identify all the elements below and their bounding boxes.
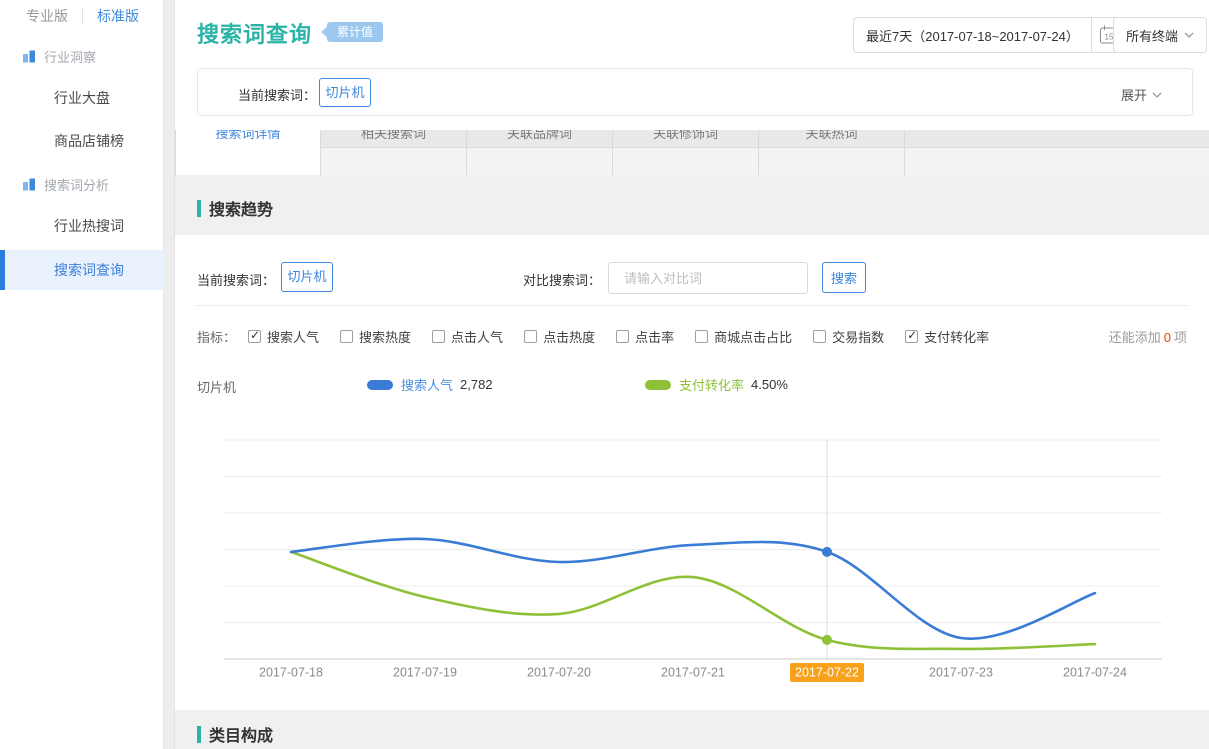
current-keyword-card: 当前搜索词： 切片机 展开 [197, 68, 1193, 116]
sidebar-group-label: 行业洞察 [44, 49, 97, 65]
checkbox[interactable] [432, 329, 446, 343]
tab-related-modifier-words[interactable]: 关联修饰词 [613, 130, 759, 175]
expand-label: 展开 [1120, 88, 1147, 103]
metric-click-heat[interactable]: 点击热度 [524, 327, 595, 346]
series-line-0 [289, 537, 1097, 641]
compare-keyword-input[interactable] [624, 270, 800, 286]
category-section-header: 类目构成 [197, 722, 273, 746]
trend-current-keyword-button[interactable]: 切片机 [281, 262, 333, 292]
dotted-separator [197, 305, 1187, 306]
version-tab-standard[interactable]: 标准版 [97, 8, 139, 24]
trend-chart[interactable]: 2017-07-18 2017-07-19 2017-07-20 2017-07-21… [175, 435, 1209, 687]
version-tab-pro[interactable]: 专业版 [26, 8, 68, 24]
sidebar-item-industry-market[interactable]: 行业大盘 [54, 90, 110, 106]
series-marker-1 [822, 634, 832, 645]
sidebar-group-label: 搜索词分析 [44, 177, 110, 193]
metric-click-popularity[interactable]: 点击人气 [432, 327, 503, 346]
search-word-analysis-icon [22, 177, 36, 191]
tab-search-word-detail[interactable]: 搜索词详情 [175, 130, 321, 175]
legend-series-1: 搜索人气 2,782 [367, 375, 493, 394]
metric-mall-click-share[interactable]: 商城点击占比 [695, 327, 792, 346]
svg-text:15: 15 [1105, 33, 1114, 42]
metric-click-rate[interactable]: 点击率 [616, 327, 674, 346]
compare-keyword-input-wrap [608, 262, 808, 294]
trend-chart-wrap: 2017-07-18 2017-07-19 2017-07-20 2017-07-21… [175, 435, 1209, 687]
section-accent-bar [197, 199, 201, 217]
expand-toggle[interactable]: 展开 [1121, 85, 1162, 104]
series-marker-0 [822, 546, 832, 557]
x-axis-label: 2017-07-24 [1063, 666, 1127, 680]
terminal-select-value: 所有终端 [1126, 28, 1179, 44]
metrics-caption: 指标： [197, 329, 237, 345]
section-accent-bar [197, 725, 201, 743]
checkbox[interactable] [905, 328, 919, 343]
trend-section-band: 搜索趋势 [175, 175, 1209, 235]
trend-current-keyword-label: 当前搜索词： [197, 273, 276, 288]
legend-value-2: 4.50% [751, 377, 788, 392]
sidebar-item-industry-hot-words[interactable]: 行业热搜词 [54, 218, 124, 234]
trend-panel: 当前搜索词： 切片机 对比搜索词： 搜索 指标： 搜索人气 搜索热度 点击人气 … [175, 235, 1209, 710]
legend-name-2: 支付转化率 [679, 378, 745, 393]
version-tabs: 专业版 标准版 [0, 0, 163, 32]
trend-section-title: 搜索趋势 [209, 202, 274, 219]
current-keyword-label: 当前搜索词： [238, 88, 317, 103]
sidebar-item-search-word-query[interactable]: 搜索词查询 [0, 250, 164, 290]
metric-search-popularity[interactable]: 搜索人气 [248, 327, 319, 346]
checkbox[interactable] [695, 329, 709, 343]
category-section-title: 类目构成 [209, 728, 274, 745]
category-section-band: 类目构成 [175, 710, 1209, 749]
search-button[interactable]: 搜索 [822, 262, 866, 293]
checkbox[interactable] [616, 329, 630, 343]
checkbox[interactable] [813, 329, 827, 343]
date-range-picker[interactable]: 最近7天（2017-07-18~2017-07-24） 15 [853, 17, 1128, 53]
chevron-down-icon [1152, 92, 1162, 98]
chevron-down-icon [1184, 32, 1194, 38]
compare-keyword-label: 对比搜索词： [523, 273, 602, 288]
checkbox[interactable] [524, 329, 538, 343]
x-axis-label: 2017-07-21 [661, 666, 725, 680]
checkbox[interactable] [248, 328, 262, 343]
detail-tabs: 搜索词详情 相关搜索词 关联品牌词 关联修饰词 关联热词 [175, 130, 1209, 175]
add-metric-hint: 还能添加 0 项 [1108, 329, 1187, 345]
tab-related-hot-words[interactable]: 关联热词 [759, 130, 905, 175]
cumulative-badge: 累计值 [320, 22, 384, 42]
industry-insight-icon [22, 49, 36, 63]
legend-swatch-1 [367, 379, 393, 390]
metric-payment-conversion[interactable]: 支付转化率 [905, 327, 989, 346]
date-range-text: 最近7天（2017-07-18~2017-07-24） [866, 28, 1079, 44]
add-metric-count: 0 [1163, 329, 1171, 345]
x-axis-label: 2017-07-23 [929, 666, 993, 680]
version-tab-divider [82, 9, 83, 23]
sidebar-gutter [164, 0, 175, 749]
main-content: 搜索词查询 累计值 最近7天（2017-07-18~2017-07-24） 15… [175, 0, 1209, 749]
sidebar-group-search-word-analysis[interactable]: 搜索词分析 [0, 164, 109, 204]
sidebar-group-industry-insight[interactable]: 行业洞察 [0, 36, 96, 76]
terminal-select[interactable]: 所有终端 [1113, 17, 1208, 53]
checkbox[interactable] [340, 329, 354, 343]
sidebar: 专业版 标准版 行业洞察 行业大盘 商品店铺榜 搜索词分析 行业热搜词 搜索词查… [0, 0, 164, 749]
current-keyword-button[interactable]: 切片机 [319, 78, 371, 107]
legend-name-1: 搜索人气 [401, 378, 454, 393]
x-axis-label: 2017-07-22 [795, 666, 859, 680]
tab-related-brand-words[interactable]: 关联品牌词 [467, 130, 613, 175]
legend-swatch-2 [645, 379, 671, 390]
highlighted-date-badge [790, 663, 864, 682]
legend-value-1: 2,782 [460, 377, 493, 392]
x-axis-label: 2017-07-20 [527, 666, 591, 680]
series-line-1 [289, 550, 1097, 651]
tab-related-search-words[interactable]: 相关搜索词 [321, 130, 467, 175]
metric-search-heat[interactable]: 搜索热度 [340, 327, 411, 346]
legend-keyword: 切片机 [197, 380, 237, 395]
x-axis-label: 2017-07-19 [393, 666, 457, 680]
sidebar-item-product-shop-rank[interactable]: 商品店铺榜 [54, 133, 124, 149]
metric-transaction-index[interactable]: 交易指数 [813, 327, 884, 346]
trend-section-header: 搜索趋势 [197, 196, 273, 220]
chart-legend: 切片机 搜索人气 2,782 支付转化率 4.50% [175, 375, 1209, 395]
page-title: 搜索词查询 [197, 22, 313, 47]
x-axis-label: 2017-07-18 [259, 666, 323, 680]
metrics-row: 指标： 搜索人气 搜索热度 点击人气 点击热度 点击率 商城点击占比 交易指数 … [197, 323, 1187, 349]
legend-series-2: 支付转化率 4.50% [645, 375, 788, 394]
top-bar: 搜索词查询 累计值 最近7天（2017-07-18~2017-07-24） 15… [175, 0, 1209, 64]
